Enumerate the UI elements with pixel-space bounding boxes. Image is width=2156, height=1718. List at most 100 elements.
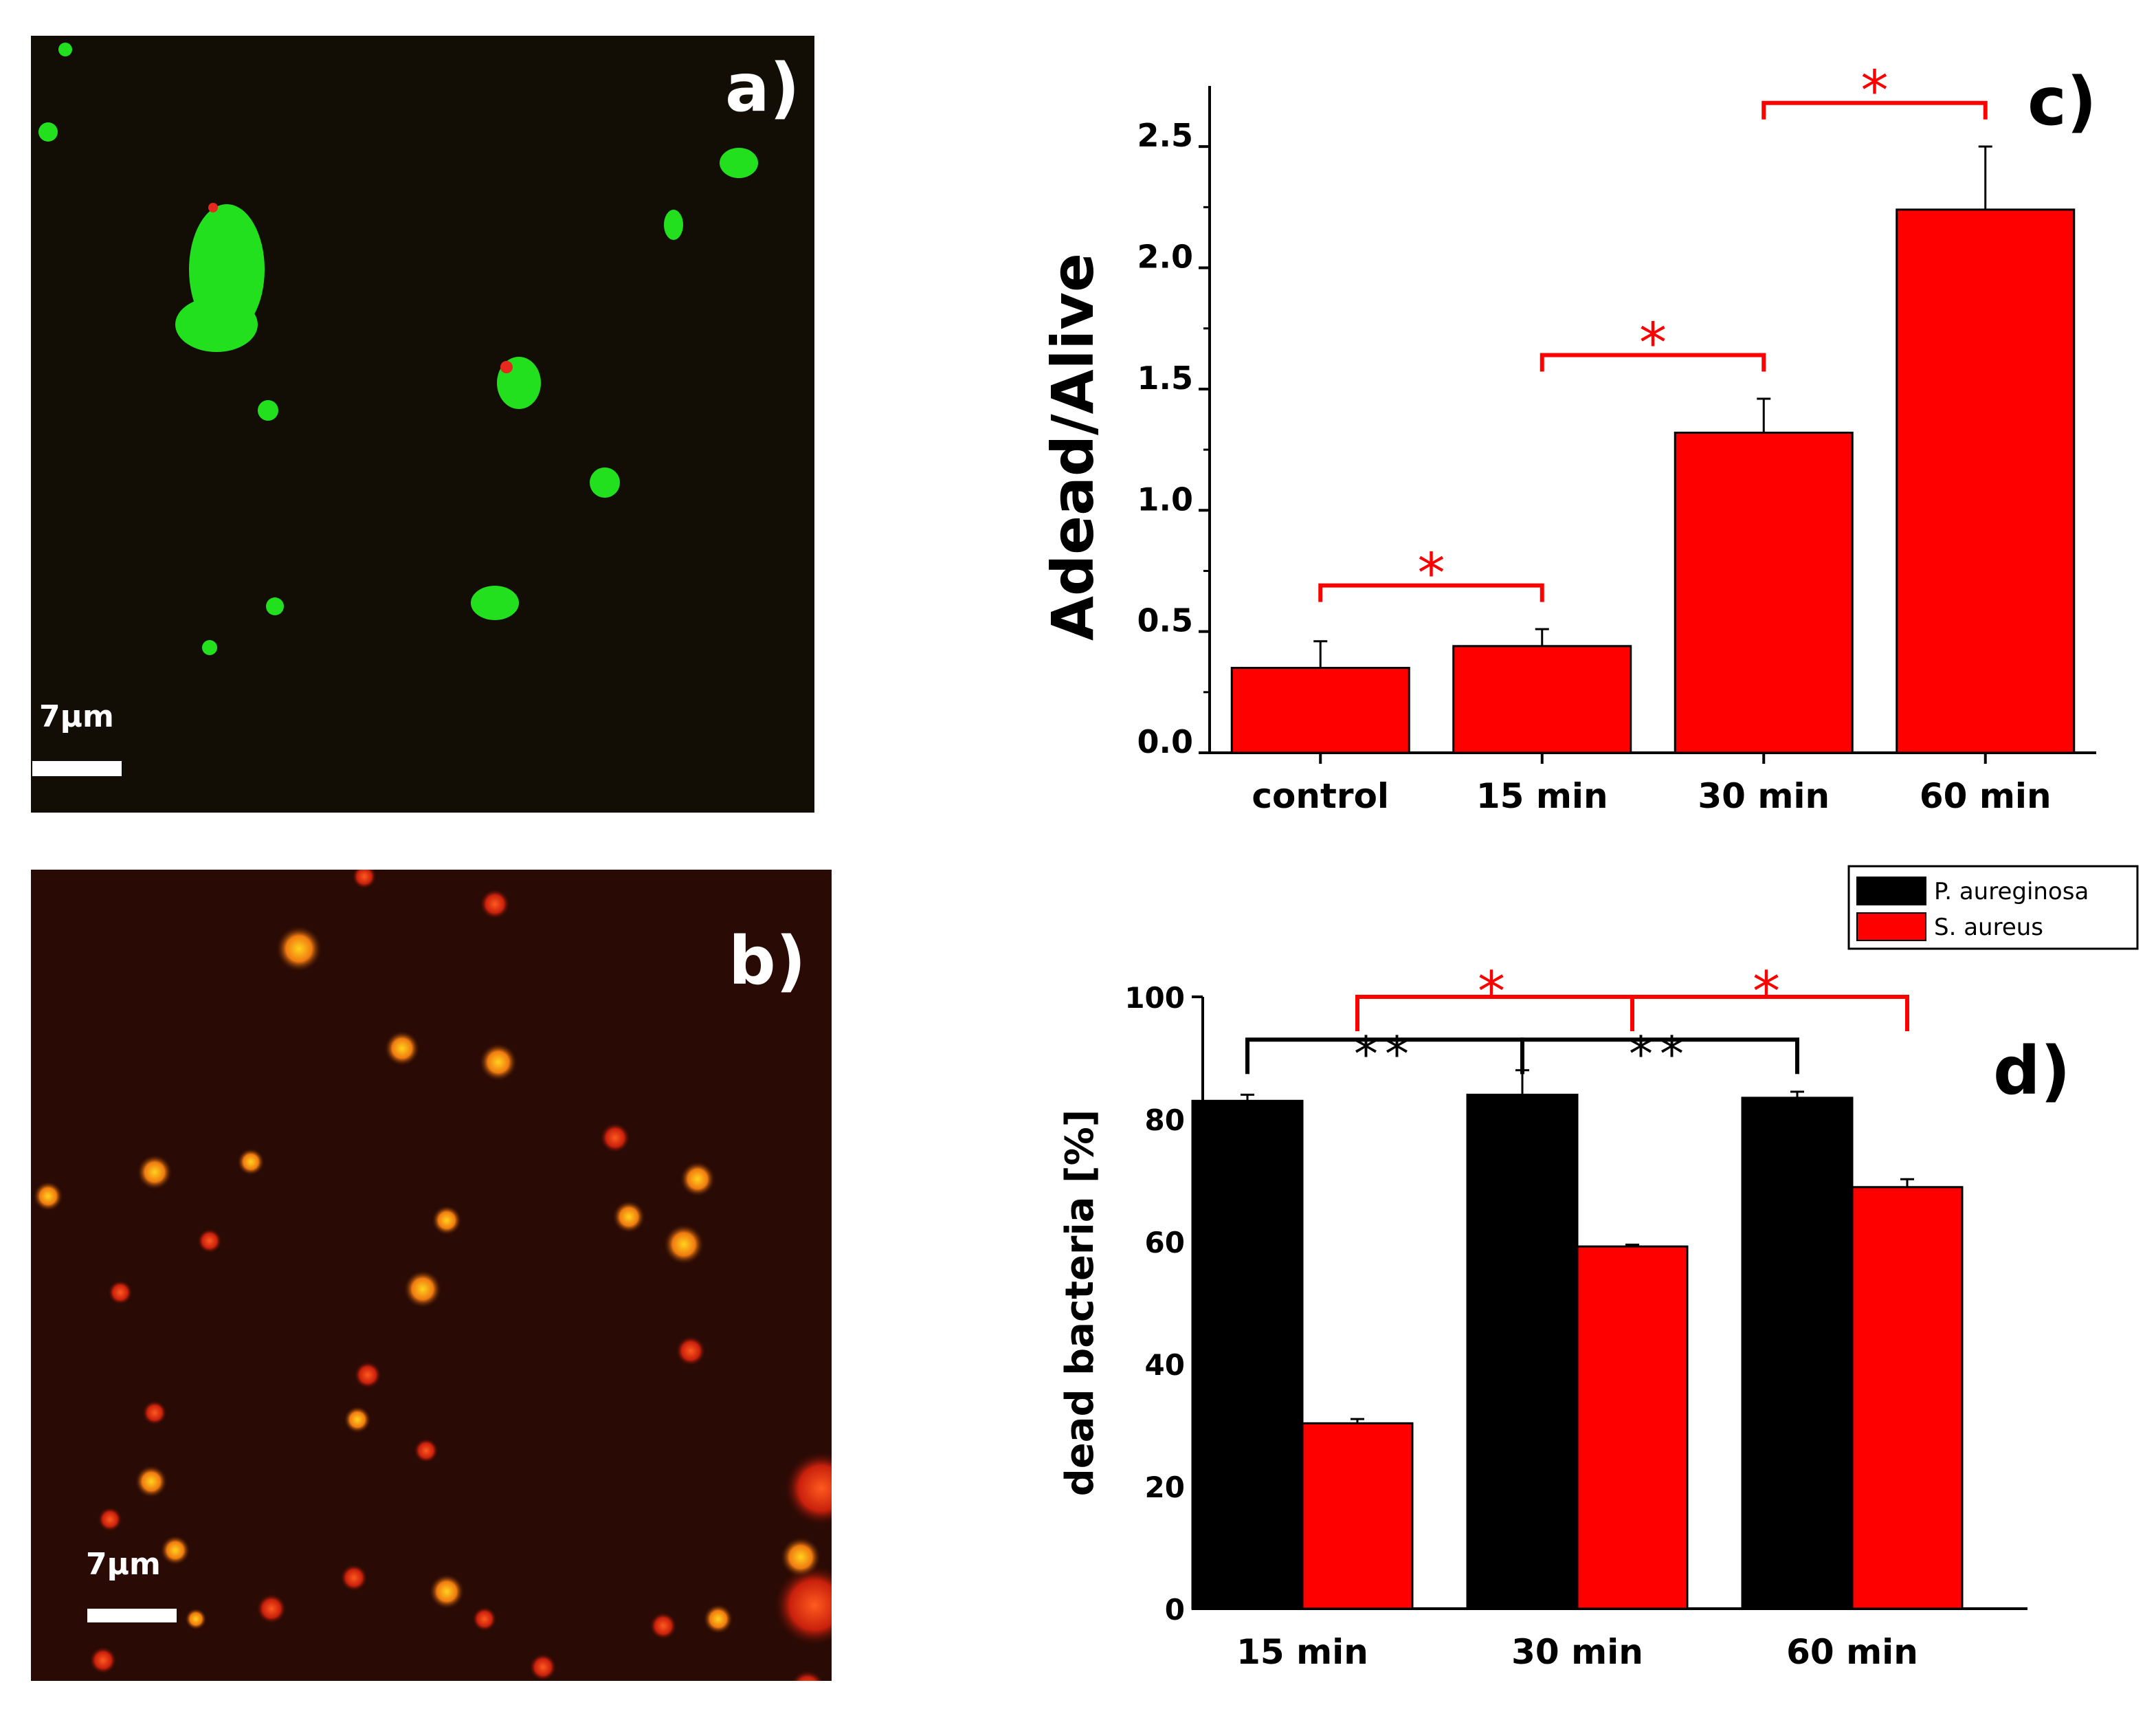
- y-tick-label: 60: [1145, 1226, 1185, 1259]
- chart-c: 0.0 0.5 1.0 1.5 2.0 2.5 control 15 min 30 min 60 …: [1039, 59, 2096, 816]
- live-cluster: [58, 43, 72, 56]
- live-cluster: [471, 586, 519, 620]
- panel-label-d: d): [1993, 1033, 2071, 1110]
- y-tick-label: 80: [1145, 1103, 1185, 1137]
- live-cluster: [720, 148, 758, 178]
- stained-cell: [414, 1438, 438, 1463]
- y-tick-label: 40: [1145, 1348, 1185, 1382]
- live-cluster-group: [38, 43, 758, 655]
- bar: [1851, 1186, 1964, 1610]
- live-cluster: [258, 400, 278, 421]
- significance-marker: **: [1629, 1026, 1691, 1082]
- stained-cell: [432, 1205, 462, 1235]
- stained-cell: [663, 1224, 704, 1265]
- stained-cell: [791, 1670, 824, 1681]
- stained-cell: [773, 1564, 832, 1647]
- stained-cell: [384, 1031, 420, 1066]
- stained-cell: [142, 1400, 167, 1425]
- live-cluster: [202, 640, 217, 655]
- scale-bar-a: [32, 761, 122, 776]
- significance-marker: *: [1639, 311, 1667, 375]
- legend-swatch: [1856, 877, 1926, 905]
- significance-bracket: [1630, 995, 1909, 1031]
- x-tick-label: 60 min: [1786, 1632, 1918, 1672]
- significance-marker: *: [1478, 960, 1512, 1024]
- stained-cell: [480, 889, 510, 919]
- stained-cell: [135, 1465, 168, 1498]
- x-tick-label: 30 min: [1698, 776, 1830, 816]
- scale-bar-label-b: 7µm: [86, 1547, 161, 1582]
- legend-label: P. aureginosa: [1934, 878, 2089, 905]
- x-tick-label: 15 min: [1236, 1632, 1368, 1672]
- significance-bracket: [1318, 583, 1544, 602]
- stained-cell: [256, 1594, 287, 1624]
- stained-cell: [276, 925, 322, 972]
- stained-cell: [160, 1535, 190, 1565]
- x-tick-label: 60 min: [1920, 776, 2052, 816]
- stained-cell: [237, 1148, 265, 1176]
- scale-bar-b: [87, 1609, 177, 1622]
- significance-marker: *: [1418, 542, 1445, 606]
- live-cluster: [175, 297, 258, 352]
- stained-cell-group: [33, 870, 832, 1681]
- panel-label-c: c): [2027, 63, 2097, 140]
- bar: [1191, 1099, 1304, 1610]
- stained-cell: [680, 1161, 715, 1197]
- stained-cell: [479, 1043, 518, 1081]
- scale-bar-label-a: 7µm: [39, 699, 114, 734]
- y-tick-label: 20: [1145, 1471, 1185, 1504]
- stained-cell: [703, 1604, 733, 1634]
- stained-cell: [89, 1647, 117, 1674]
- bar: [1230, 667, 1410, 754]
- stained-cell: [344, 1406, 371, 1433]
- bar: [1301, 1422, 1414, 1610]
- stained-cell: [352, 870, 377, 889]
- stained-cell: [98, 1507, 122, 1532]
- stained-cell: [137, 1154, 173, 1190]
- chart-d: 0 20 40 60 80 100 15 min 30 min 60 min dead bacte…: [1058, 865, 2139, 1672]
- stained-cell: [649, 1612, 677, 1640]
- live-cluster: [664, 210, 683, 240]
- significance-marker: **: [1354, 1026, 1416, 1082]
- y-tick-label: 0: [1165, 1593, 1185, 1627]
- stained-cell: [185, 1608, 207, 1630]
- significance-bracket: [1762, 100, 1988, 120]
- stained-cell: [340, 1564, 368, 1592]
- y-axis-label: dead bacteria [%]: [1058, 1110, 1102, 1497]
- stained-cell: [354, 1361, 381, 1389]
- bar: [1896, 208, 2076, 754]
- x-tick-label: 15 min: [1476, 776, 1608, 816]
- stained-cell: [197, 1229, 222, 1253]
- stained-cell: [472, 1607, 497, 1631]
- live-cluster: [38, 122, 58, 142]
- y-tick-label: 1.5: [1137, 360, 1194, 397]
- y-tick-label: 2.5: [1137, 117, 1194, 154]
- dead-cell: [500, 361, 513, 373]
- legend-swatch: [1856, 912, 1926, 941]
- bar: [1452, 645, 1632, 754]
- panel-label-a: a): [725, 49, 800, 126]
- dead-cell: [208, 203, 218, 212]
- micrograph-a: a) 7µm: [31, 36, 814, 813]
- x-tick-label: control: [1252, 776, 1389, 816]
- stained-cell: [529, 1653, 557, 1681]
- stained-cell: [676, 1336, 706, 1366]
- micrograph-b-image: [31, 870, 832, 1681]
- significance-bracket: [1520, 1037, 1799, 1075]
- stained-cell: [612, 1200, 645, 1233]
- y-tick-label: 1.0: [1137, 481, 1194, 518]
- bar: [1466, 1093, 1579, 1610]
- micrograph-a-background: [31, 36, 814, 813]
- stained-cell: [784, 1451, 832, 1526]
- stained-cell: [600, 1123, 630, 1153]
- live-cluster: [590, 467, 620, 498]
- stained-cell: [33, 1181, 63, 1211]
- micrograph-a-image: [31, 36, 814, 813]
- y-tick-label: 0.0: [1137, 723, 1194, 760]
- y-tick-label: 0.5: [1137, 602, 1194, 639]
- significance-marker: *: [1753, 960, 1787, 1024]
- stained-cell: [429, 1574, 465, 1609]
- y-axis-label: Adead/Alive: [1039, 253, 1107, 641]
- x-tick-label: 30 min: [1511, 1632, 1643, 1672]
- panel-label-b: b): [729, 923, 806, 1000]
